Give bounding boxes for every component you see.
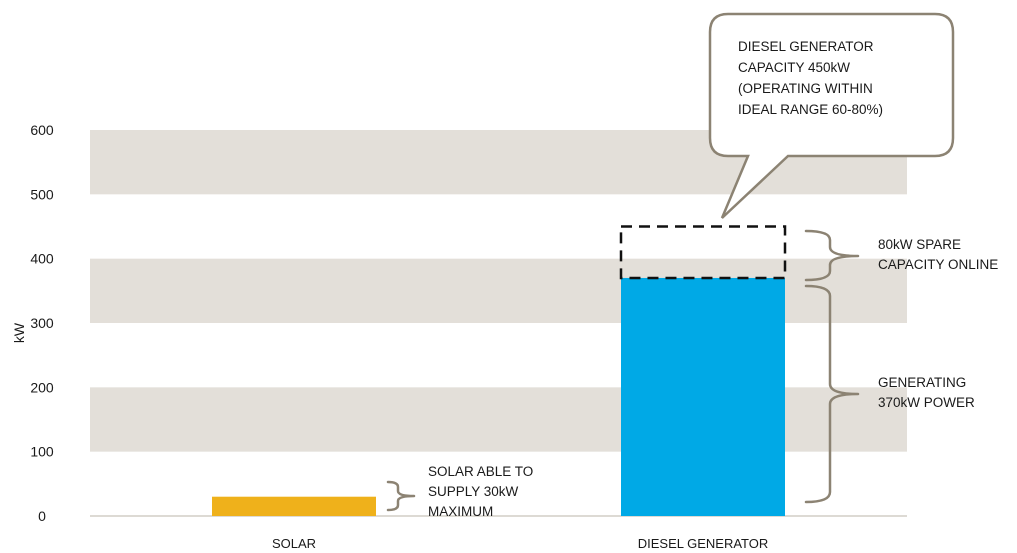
annotation-line: IDEAL RANGE 60-80%) — [738, 102, 883, 117]
x-axis-categories: SOLAR DIESEL GENERATOR — [272, 536, 768, 551]
generating-label: GENERATING 370kW POWER — [878, 375, 975, 410]
y-tick-label: 200 — [30, 379, 54, 395]
y-tick-label: 100 — [30, 444, 54, 460]
annotation-line: 80kW SPARE — [878, 237, 961, 252]
y-tick-label: 0 — [38, 508, 46, 524]
spare-capacity-brace — [804, 229, 860, 282]
spare-capacity-box — [619, 225, 787, 280]
solar-label: SOLAR ABLE TO SUPPLY 30kW MAXIMUM — [428, 464, 533, 519]
solar-brace — [386, 480, 416, 512]
capacity-callout-bubble — [708, 12, 955, 219]
generating-brace — [804, 284, 860, 504]
bars — [212, 277, 785, 516]
annotation-line: (OPERATING WITHIN — [738, 81, 873, 96]
annotation-line: GENERATING — [878, 375, 966, 390]
y-tick-label: 400 — [30, 251, 54, 267]
capacity-callout-text: DIESEL GENERATOR CAPACITY 450kW (OPERATING… — [738, 39, 883, 117]
diesel-generator-bar — [621, 277, 785, 516]
annotation-line: CAPACITY 450kW — [738, 60, 850, 75]
spare-capacity-label: 80kW SPARE CAPACITY ONLINE — [878, 237, 998, 272]
annotation-line: 370kW POWER — [878, 395, 975, 410]
y-axis-ticks: 0 100 200 300 400 500 600 — [30, 122, 54, 524]
y-tick-label: 600 — [30, 122, 54, 138]
annotation-line: DIESEL GENERATOR — [738, 39, 874, 54]
x-category-label: DIESEL GENERATOR — [638, 536, 769, 551]
y-tick-label: 500 — [30, 186, 54, 202]
annotation-line: SOLAR ABLE TO — [428, 464, 533, 479]
annotation-line: SUPPLY 30kW — [428, 484, 519, 499]
annotation-line: MAXIMUM — [428, 504, 493, 519]
x-category-label: SOLAR — [272, 536, 316, 551]
solar-bar — [212, 496, 376, 516]
annotation-line: CAPACITY ONLINE — [878, 257, 998, 272]
y-axis-label: kW — [11, 322, 27, 343]
y-tick-label: 300 — [30, 315, 54, 331]
